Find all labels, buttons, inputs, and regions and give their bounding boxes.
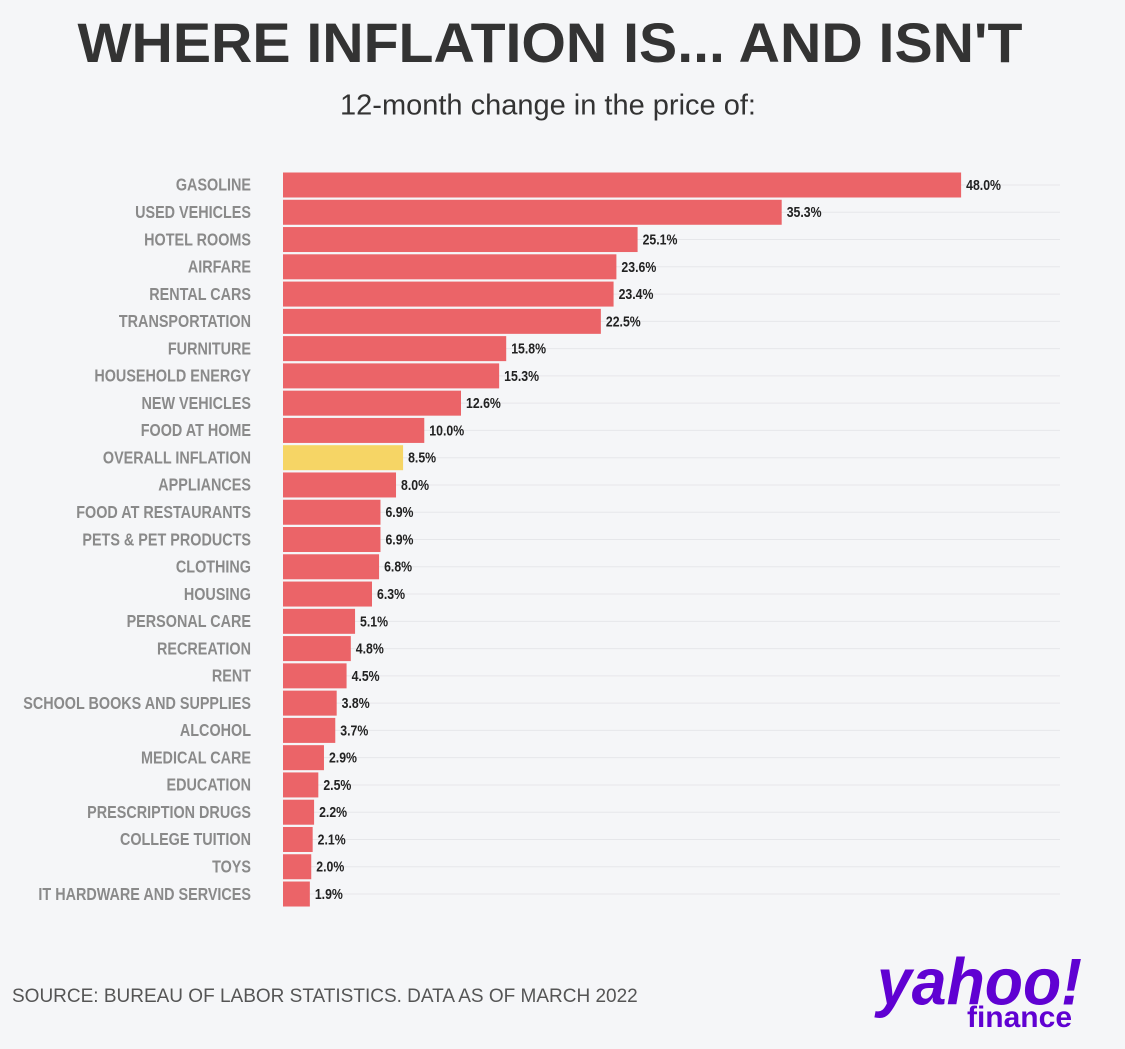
value-label: 4.5%: [352, 668, 380, 684]
bar: [283, 717, 336, 743]
bar: [283, 745, 324, 771]
category-label: HOUSEHOLD ENERGY: [94, 366, 251, 386]
value-label: 23.6%: [621, 259, 656, 275]
bar: [283, 826, 313, 852]
value-label: 6.9%: [385, 504, 413, 520]
value-label: 48.0%: [966, 177, 1001, 193]
value-label: 2.9%: [329, 750, 357, 766]
bar: [283, 581, 373, 607]
bar: [283, 690, 337, 716]
logo-brand: yahoo!: [874, 944, 1082, 1018]
category-label: SCHOOL BOOKS AND SUPPLIES: [23, 693, 251, 713]
bar: [283, 172, 962, 198]
value-label: 2.0%: [316, 859, 344, 875]
bar: [283, 336, 507, 362]
category-label: RECREATION: [157, 639, 251, 659]
category-label: EDUCATION: [167, 775, 251, 795]
category-label: PRESCRIPTION DRUGS: [87, 802, 251, 822]
bar: [283, 281, 614, 307]
value-label: 2.1%: [318, 831, 346, 847]
value-label: 8.0%: [401, 477, 429, 493]
category-label: RENTAL CARS: [149, 284, 251, 304]
value-label: 6.9%: [385, 531, 413, 547]
category-label: MEDICAL CARE: [141, 748, 251, 768]
logo-product: finance: [967, 1001, 1072, 1034]
bar: [283, 308, 601, 334]
category-label: PERSONAL CARE: [127, 612, 252, 632]
category-label: TOYS: [212, 857, 251, 877]
value-label: 35.3%: [787, 204, 822, 220]
category-label: IT HARDWARE AND SERVICES: [38, 884, 251, 904]
value-label: 1.9%: [315, 886, 343, 902]
bar: [283, 527, 381, 553]
value-label: 5.1%: [360, 613, 388, 629]
value-label: 23.4%: [619, 286, 654, 302]
value-label: 15.3%: [504, 368, 539, 384]
source-note: SOURCE: BUREAU OF LABOR STATISTICS. DATA…: [12, 986, 638, 1007]
bar: [283, 199, 782, 225]
bar: [283, 554, 380, 580]
bar: [283, 663, 347, 689]
bar: [283, 472, 397, 498]
category-label: APPLIANCES: [158, 475, 251, 495]
category-label: NEW VEHICLES: [142, 393, 252, 413]
category-label: AIRFARE: [188, 257, 251, 277]
value-label: 4.8%: [356, 640, 384, 656]
value-label: 8.5%: [408, 450, 436, 466]
bar: [283, 499, 381, 525]
bar: [283, 417, 425, 443]
bar: [283, 227, 638, 253]
category-label: ALCOHOL: [180, 721, 251, 741]
value-label: 2.5%: [323, 777, 351, 793]
bar: [283, 445, 404, 471]
category-label: FOOD AT HOME: [141, 421, 251, 441]
value-label: 6.3%: [377, 586, 405, 602]
category-label: COLLEGE TUITION: [120, 830, 251, 850]
bar: [283, 254, 617, 280]
bar: [283, 854, 312, 880]
value-label: 22.5%: [606, 313, 641, 329]
category-label: FOOD AT RESTAURANTS: [76, 503, 251, 523]
category-label: PETS & PET PRODUCTS: [82, 530, 251, 550]
value-label: 3.7%: [340, 722, 368, 738]
bar: [283, 608, 356, 634]
category-label: HOTEL ROOMS: [144, 230, 251, 250]
value-label: 6.8%: [384, 559, 412, 575]
value-label: 12.6%: [466, 395, 501, 411]
value-label: 25.1%: [643, 231, 678, 247]
chart-title: WHERE INFLATION IS... AND ISN'T: [78, 11, 1023, 74]
bar: [283, 636, 351, 662]
value-label: 3.8%: [342, 695, 370, 711]
category-label: FURNITURE: [168, 339, 251, 359]
bar: [283, 799, 315, 825]
value-label: 10.0%: [429, 422, 464, 438]
category-label: RENT: [212, 666, 251, 686]
value-label: 15.8%: [511, 340, 546, 356]
category-label: HOUSING: [184, 584, 251, 604]
chart-subtitle: 12-month change in the price of:: [340, 90, 756, 122]
value-label: 2.2%: [319, 804, 347, 820]
category-label: TRANSPORTATION: [119, 312, 251, 332]
category-label: CLOTHING: [176, 557, 251, 577]
bar: [283, 363, 500, 389]
category-label: GASOLINE: [176, 175, 251, 195]
category-label: USED VEHICLES: [135, 203, 251, 223]
bar: [283, 772, 319, 798]
bar: [283, 390, 462, 416]
category-label: OVERALL INFLATION: [103, 448, 251, 468]
bar: [283, 881, 310, 907]
